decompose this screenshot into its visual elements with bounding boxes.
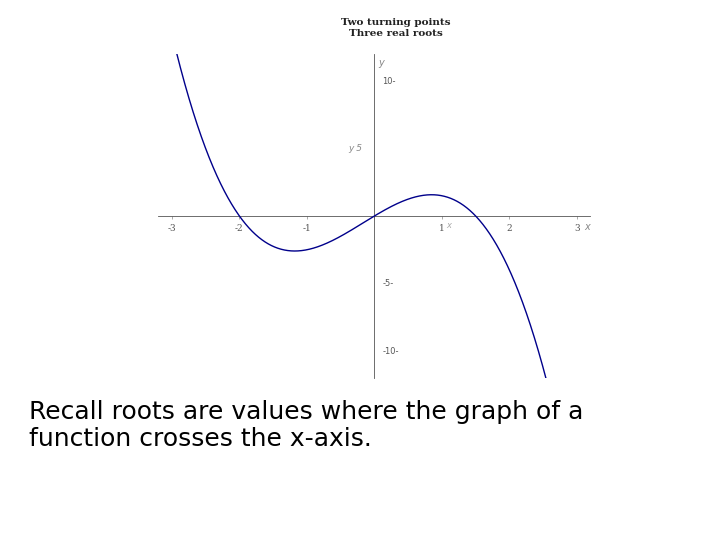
Text: y: y: [378, 58, 384, 68]
Text: Recall roots are values where the graph of a
function crosses the x-axis.: Recall roots are values where the graph …: [29, 400, 583, 451]
Text: -5-: -5-: [382, 279, 394, 288]
Text: y 5: y 5: [348, 144, 362, 153]
Text: Two turning points
Three real roots: Two turning points Three real roots: [341, 18, 451, 38]
Text: 10-: 10-: [382, 77, 396, 85]
Text: x: x: [584, 222, 590, 232]
Text: -10-: -10-: [382, 347, 399, 355]
Text: x: x: [446, 221, 451, 230]
